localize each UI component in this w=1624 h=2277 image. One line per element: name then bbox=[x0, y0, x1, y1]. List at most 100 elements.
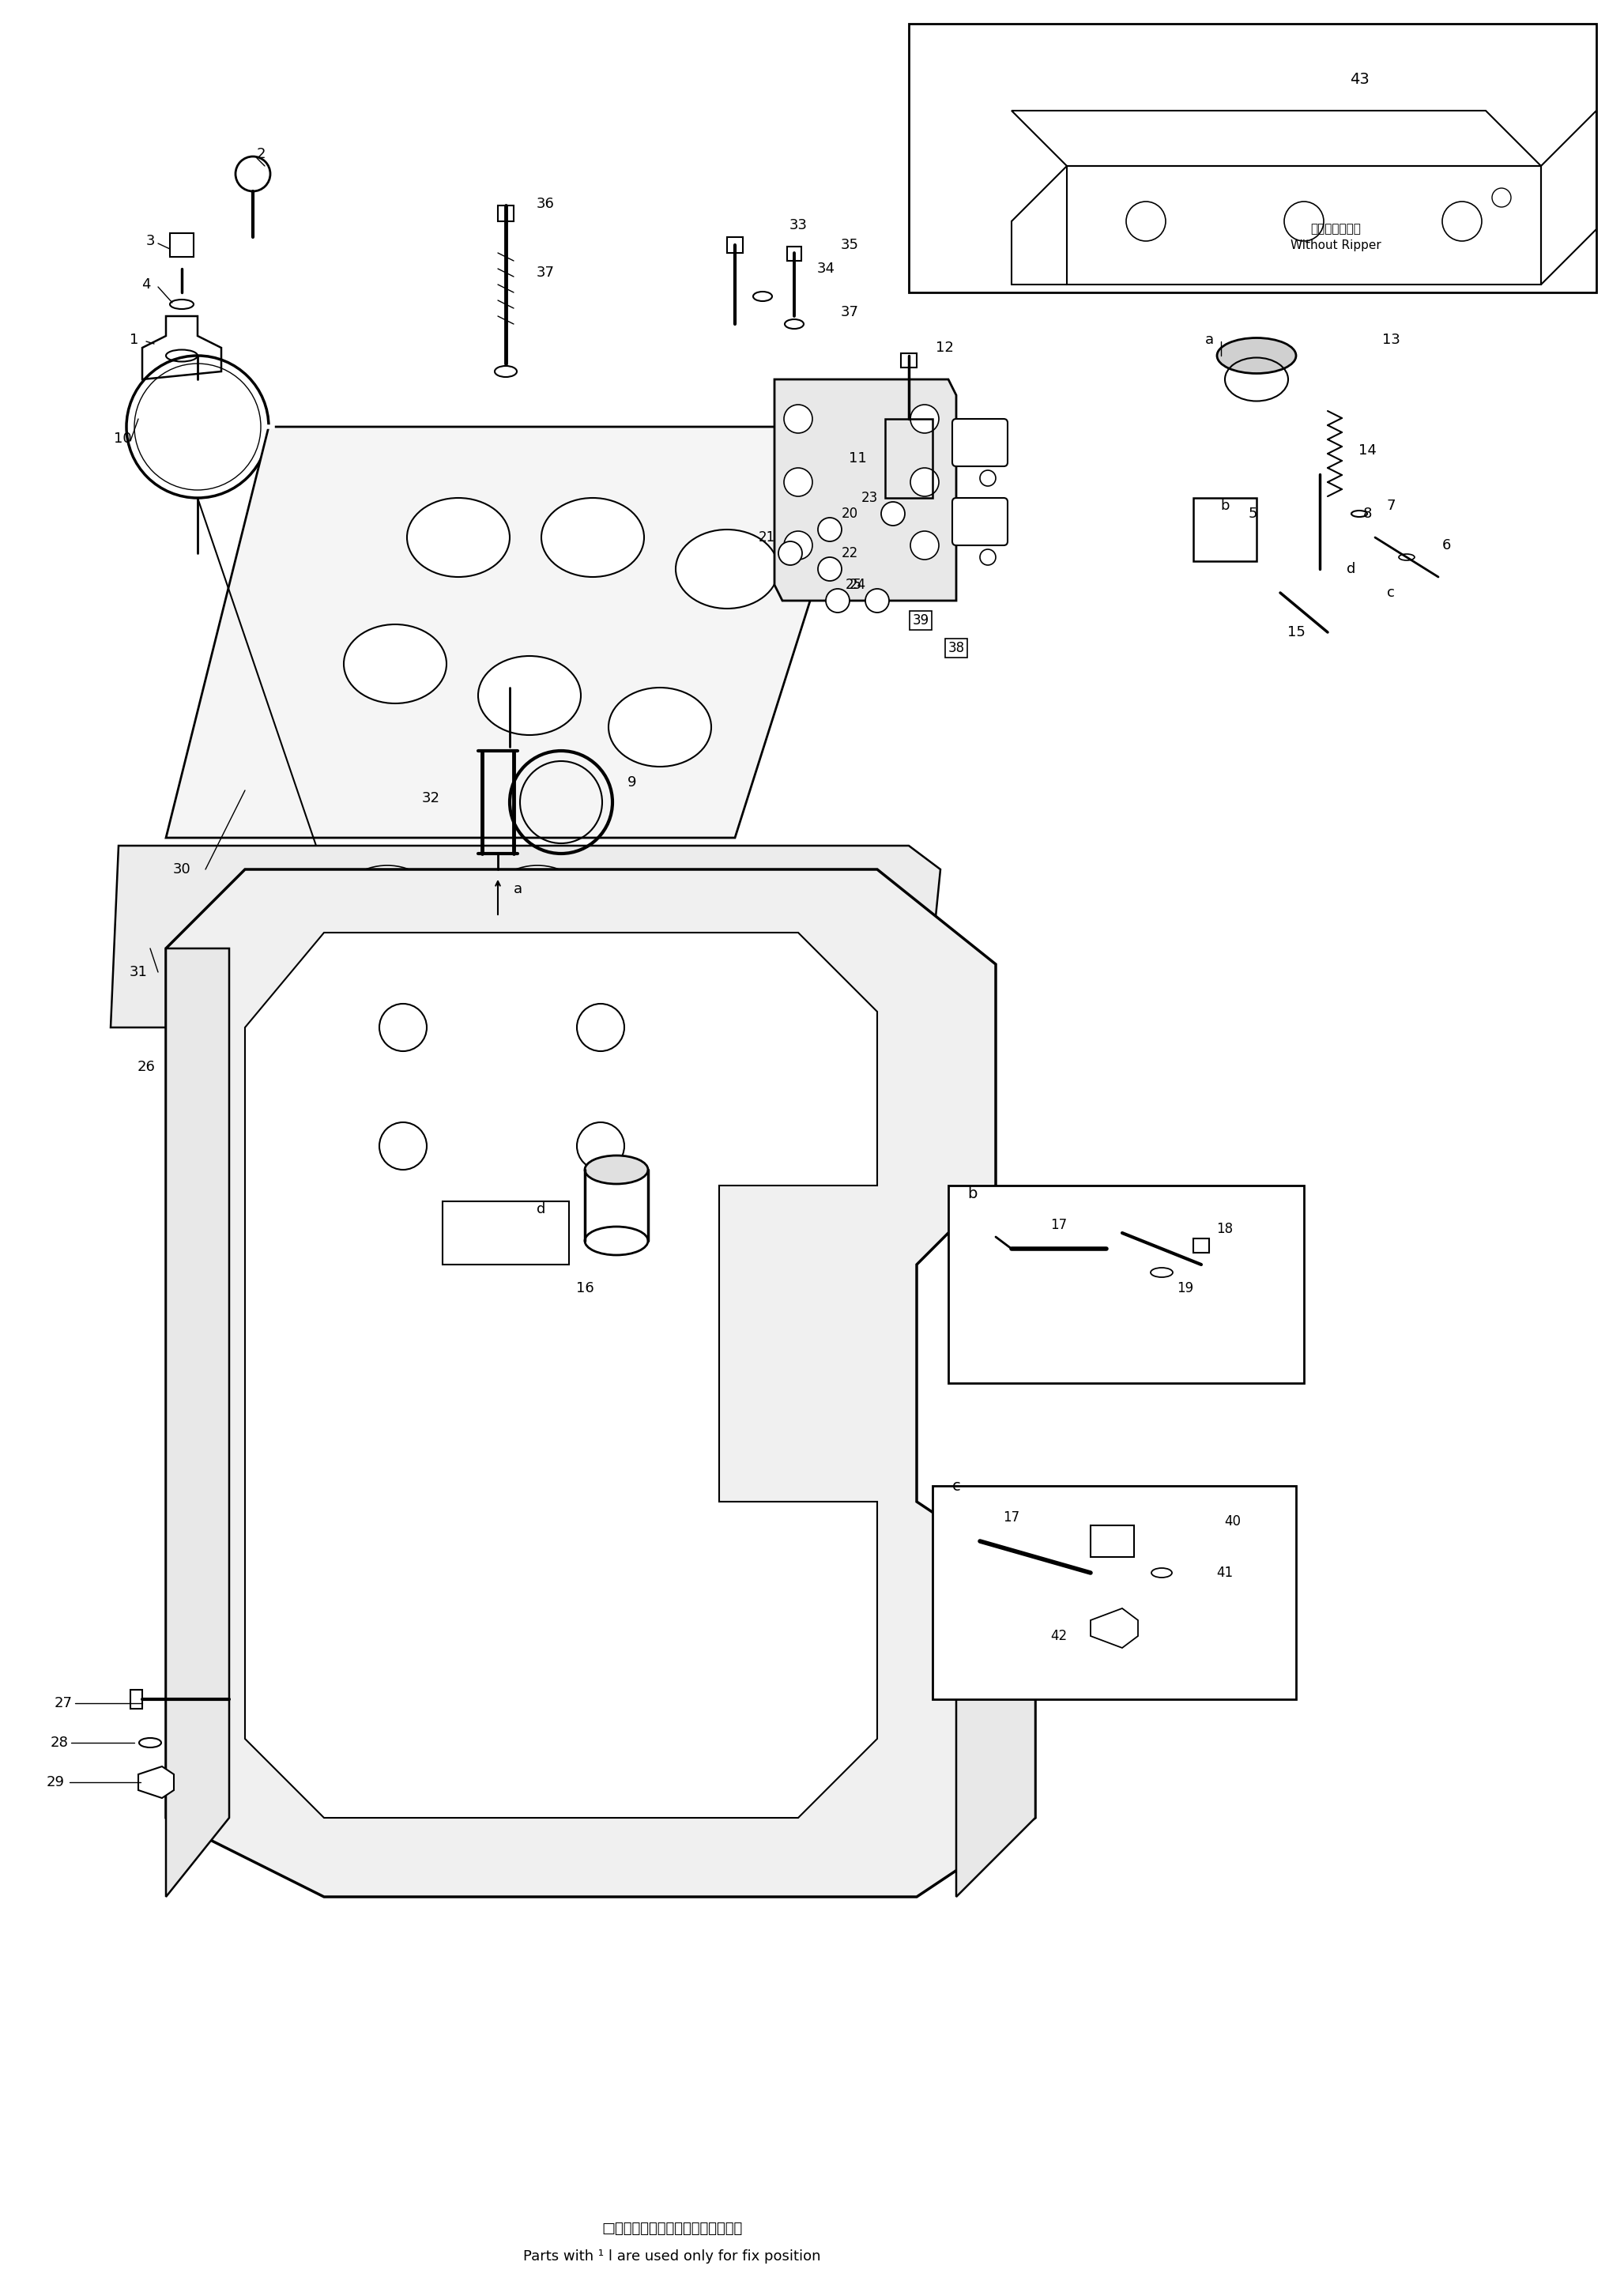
Ellipse shape bbox=[1351, 510, 1367, 517]
Text: 2: 2 bbox=[257, 148, 265, 162]
Text: 23: 23 bbox=[861, 492, 877, 505]
Text: 12: 12 bbox=[935, 342, 953, 355]
Text: d: d bbox=[1346, 562, 1356, 576]
Ellipse shape bbox=[435, 961, 529, 1031]
Polygon shape bbox=[110, 845, 940, 1027]
Ellipse shape bbox=[495, 367, 516, 378]
Ellipse shape bbox=[284, 945, 380, 1016]
Circle shape bbox=[778, 542, 802, 565]
Text: 4: 4 bbox=[141, 278, 151, 291]
Circle shape bbox=[866, 590, 888, 613]
Text: 10: 10 bbox=[114, 433, 132, 446]
Text: 42: 42 bbox=[1051, 1628, 1067, 1644]
Ellipse shape bbox=[577, 961, 672, 1031]
Text: 17: 17 bbox=[1004, 1510, 1020, 1526]
Text: c: c bbox=[952, 1478, 960, 1494]
Ellipse shape bbox=[609, 688, 711, 767]
Ellipse shape bbox=[344, 624, 447, 704]
Text: 25: 25 bbox=[844, 578, 862, 592]
Polygon shape bbox=[775, 380, 957, 601]
Ellipse shape bbox=[632, 881, 728, 952]
Polygon shape bbox=[1091, 1608, 1138, 1649]
Text: 37: 37 bbox=[536, 266, 554, 280]
Circle shape bbox=[784, 405, 812, 433]
Text: Parts with ¹ l are used only for fix position: Parts with ¹ l are used only for fix pos… bbox=[523, 2250, 820, 2263]
Circle shape bbox=[911, 467, 939, 496]
Ellipse shape bbox=[541, 499, 645, 576]
Text: 31: 31 bbox=[130, 965, 148, 979]
Text: 33: 33 bbox=[789, 219, 807, 232]
Text: 39: 39 bbox=[913, 613, 929, 628]
Text: 13: 13 bbox=[1382, 332, 1400, 346]
Ellipse shape bbox=[784, 319, 804, 328]
Polygon shape bbox=[957, 1501, 1034, 1897]
Circle shape bbox=[784, 467, 812, 496]
Bar bbox=[1091, 1526, 1134, 1557]
Text: 32: 32 bbox=[422, 790, 440, 806]
Text: 30: 30 bbox=[172, 863, 190, 877]
Text: 18: 18 bbox=[1216, 1223, 1233, 1236]
Circle shape bbox=[882, 501, 905, 526]
Text: b: b bbox=[968, 1186, 978, 1200]
Text: 11: 11 bbox=[848, 451, 867, 465]
Text: 20: 20 bbox=[841, 505, 857, 521]
Text: 29: 29 bbox=[45, 1776, 65, 1790]
Text: 40: 40 bbox=[1224, 1514, 1241, 1528]
Text: 17: 17 bbox=[1051, 1218, 1067, 1232]
FancyBboxPatch shape bbox=[952, 499, 1007, 546]
Text: 1: 1 bbox=[130, 332, 138, 346]
Text: 35: 35 bbox=[841, 237, 859, 253]
Ellipse shape bbox=[339, 865, 435, 936]
Bar bbox=[948, 1186, 1304, 1382]
Polygon shape bbox=[138, 1767, 174, 1799]
Text: 3: 3 bbox=[146, 235, 154, 248]
Circle shape bbox=[911, 531, 939, 560]
Text: 8: 8 bbox=[1363, 505, 1372, 521]
Text: 21: 21 bbox=[758, 531, 775, 544]
FancyBboxPatch shape bbox=[171, 232, 193, 257]
Text: 9: 9 bbox=[627, 776, 637, 790]
Text: a: a bbox=[1205, 332, 1213, 346]
FancyBboxPatch shape bbox=[952, 419, 1007, 467]
Text: 15: 15 bbox=[1286, 626, 1306, 640]
Circle shape bbox=[818, 558, 841, 581]
Text: 24: 24 bbox=[849, 578, 866, 592]
Text: 6: 6 bbox=[1442, 537, 1450, 553]
Ellipse shape bbox=[477, 656, 581, 735]
Ellipse shape bbox=[1151, 1569, 1173, 1578]
Bar bbox=[1194, 1239, 1210, 1252]
Circle shape bbox=[911, 405, 939, 433]
Ellipse shape bbox=[585, 1154, 648, 1184]
Polygon shape bbox=[166, 950, 229, 1897]
Circle shape bbox=[235, 157, 270, 191]
Text: 43: 43 bbox=[1350, 71, 1369, 87]
Text: 37: 37 bbox=[841, 305, 859, 319]
Ellipse shape bbox=[676, 531, 778, 608]
Text: 16: 16 bbox=[577, 1282, 594, 1296]
Text: 34: 34 bbox=[817, 262, 835, 276]
Ellipse shape bbox=[1216, 337, 1296, 373]
Text: a: a bbox=[513, 881, 521, 897]
Bar bbox=[499, 205, 513, 221]
Polygon shape bbox=[166, 426, 940, 838]
Text: □印部品は位置決めの用で装着せず: □印部品は位置決めの用で装着せず bbox=[601, 2222, 742, 2236]
Text: c: c bbox=[1387, 585, 1395, 599]
Text: 22: 22 bbox=[841, 546, 857, 560]
Bar bbox=[788, 246, 801, 262]
Ellipse shape bbox=[1398, 553, 1415, 560]
Ellipse shape bbox=[140, 1737, 161, 1746]
Text: 38: 38 bbox=[948, 640, 965, 656]
FancyBboxPatch shape bbox=[1194, 499, 1257, 560]
Polygon shape bbox=[166, 870, 1034, 1897]
Text: 36: 36 bbox=[536, 196, 554, 212]
Text: 14: 14 bbox=[1358, 444, 1376, 458]
Text: 27: 27 bbox=[54, 1696, 73, 1710]
Bar bbox=[728, 237, 742, 253]
Ellipse shape bbox=[1151, 1268, 1173, 1277]
Text: 5: 5 bbox=[1247, 505, 1257, 521]
Bar bbox=[932, 1487, 1296, 1699]
Text: リッパなし専用
Without Ripper: リッパなし専用 Without Ripper bbox=[1289, 223, 1380, 250]
Ellipse shape bbox=[408, 499, 510, 576]
Bar bbox=[901, 353, 916, 367]
Text: d: d bbox=[538, 1202, 546, 1216]
